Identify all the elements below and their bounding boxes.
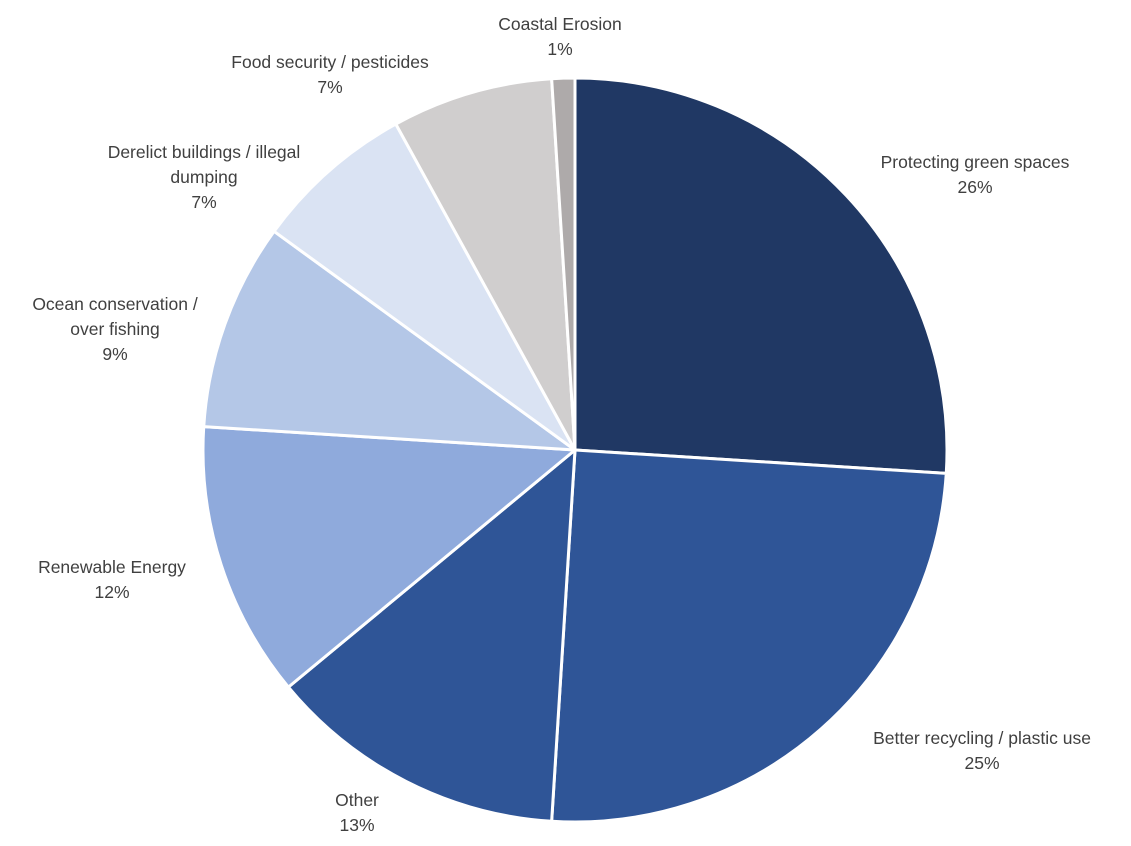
pie-slices — [201, 76, 949, 824]
pie-label-percent: 9% — [102, 344, 127, 364]
pie-label-percent: 12% — [94, 582, 129, 602]
pie-label-text: Derelict buildings / illegal — [108, 142, 301, 162]
pie-label-derelict-buildings-illegal-dumping: Derelict buildings / illegal dumping 7% — [108, 142, 301, 212]
pie-label-text: Other — [335, 790, 379, 810]
pie-label-text: Coastal Erosion — [498, 14, 622, 34]
pie-label-coastal-erosion: Coastal Erosion 1% — [498, 14, 622, 59]
pie-label-protecting-green-spaces: Protecting green spaces 26% — [881, 152, 1070, 197]
pie-label-better-recycling-plastic-use: Better recycling / plastic use 25% — [873, 728, 1091, 773]
pie-label-text: Renewable Energy — [38, 557, 186, 577]
pie-label-text: dumping — [170, 167, 237, 187]
pie-label-text: Better recycling / plastic use — [873, 728, 1091, 748]
pie-slice-other — [286, 448, 577, 823]
pie-slice-food-security-pesticides — [394, 77, 577, 452]
pie-label-other: Other 13% — [335, 790, 379, 835]
pie-label-percent: 7% — [191, 192, 216, 212]
pie-label-text: over fishing — [70, 319, 160, 339]
pie-slice-ocean-conservation-over-fishing — [202, 229, 577, 452]
pie-label-percent: 26% — [957, 177, 992, 197]
pie-label-percent: 7% — [317, 77, 342, 97]
pie-slice-protecting-green-spaces — [573, 76, 949, 475]
pie-labels: Protecting green spaces 26% Better recycli… — [32, 14, 1091, 835]
pie-slice-better-recycling-plastic-use — [550, 448, 948, 824]
pie-label-text: Food security / pesticides — [231, 52, 429, 72]
pie-label-percent: 13% — [339, 815, 374, 835]
pie-label-ocean-conservation-over-fishing: Ocean conservation / over fishing 9% — [32, 294, 198, 364]
pie-label-percent: 25% — [964, 753, 999, 773]
pie-label-text: Ocean conservation / — [32, 294, 198, 314]
pie-slice-renewable-energy — [201, 425, 577, 689]
pie-label-renewable-energy: Renewable Energy 12% — [38, 557, 186, 602]
pie-label-text: Protecting green spaces — [881, 152, 1070, 172]
pie-slice-derelict-buildings-illegal-dumping — [272, 122, 577, 452]
pie-slice-coastal-erosion — [550, 76, 577, 452]
pie-label-food-security-pesticides: Food security / pesticides 7% — [231, 52, 429, 97]
pie-label-percent: 1% — [547, 39, 572, 59]
